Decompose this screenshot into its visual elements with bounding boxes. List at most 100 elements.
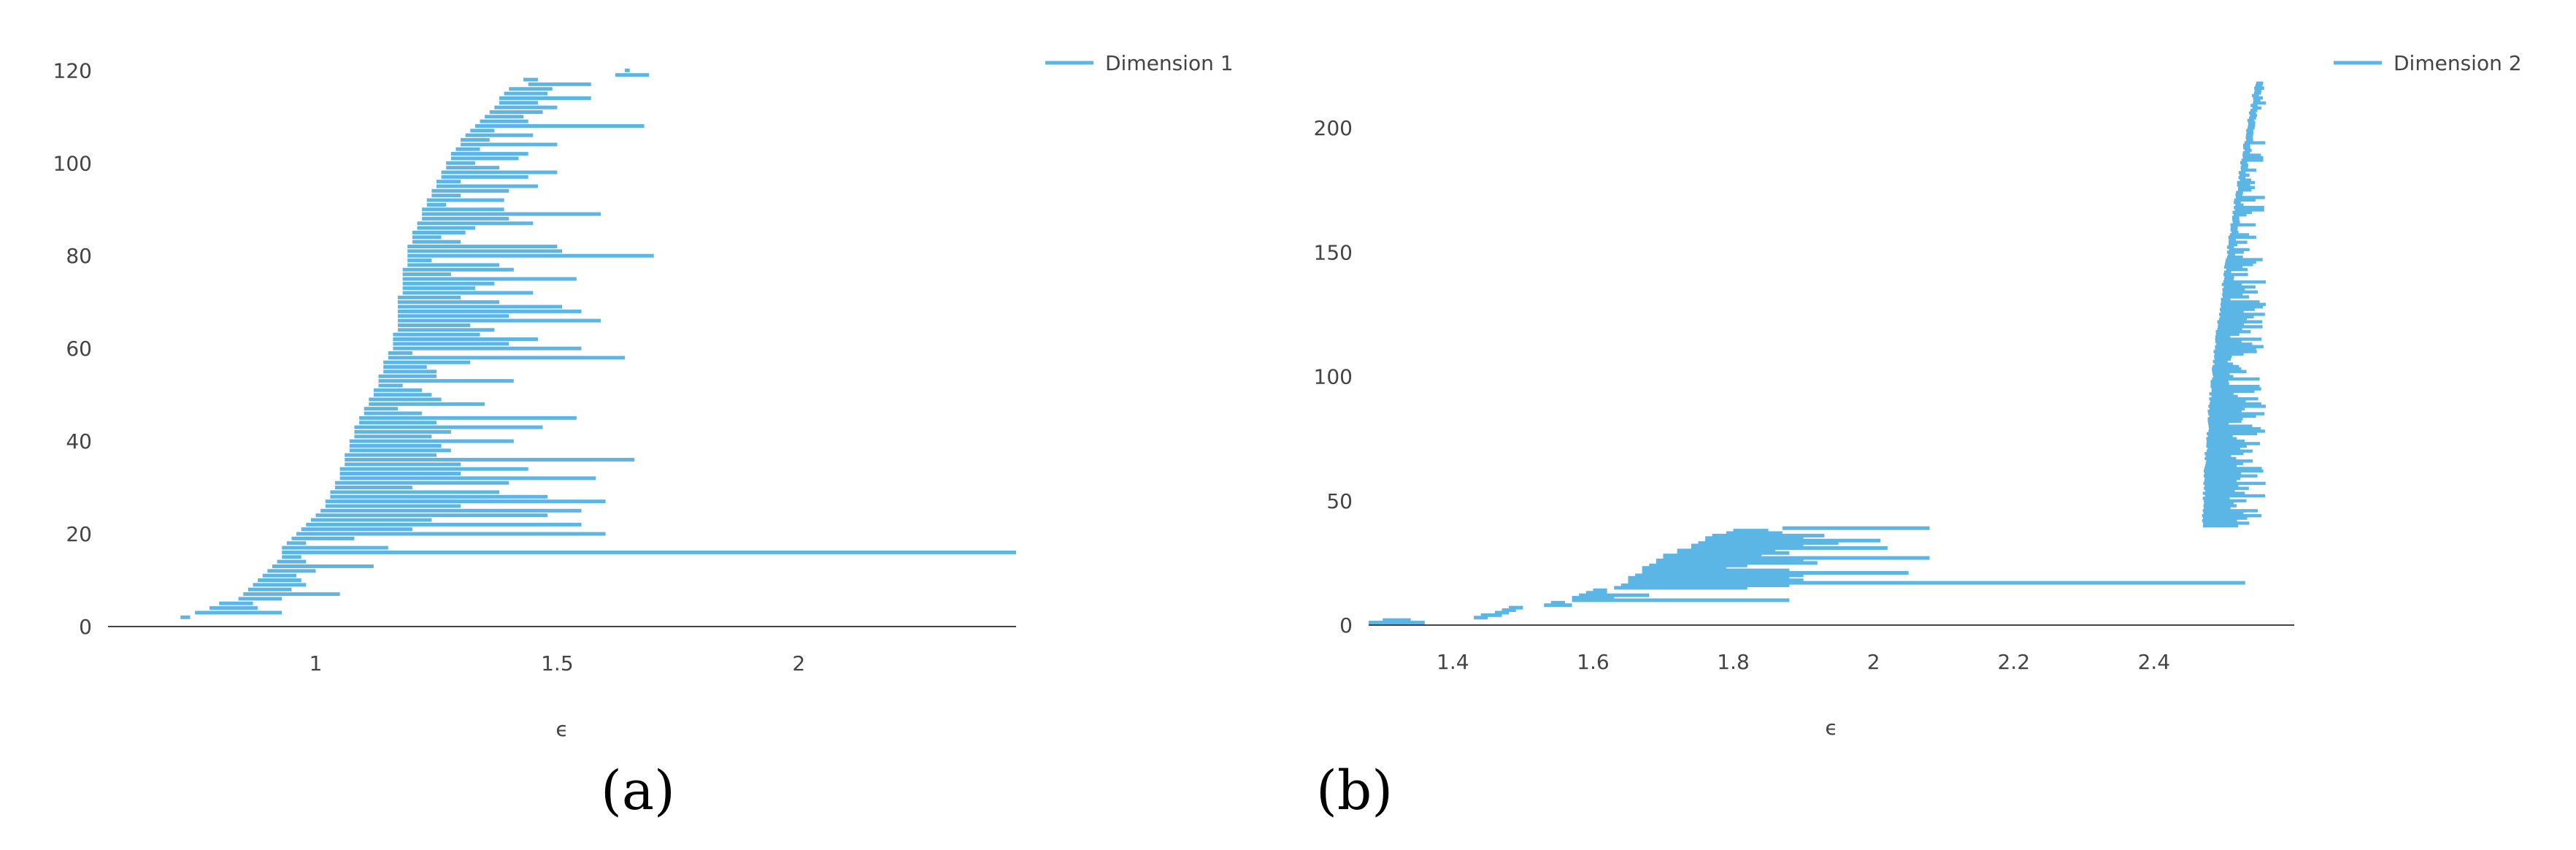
interval-bar [2248, 111, 2256, 115]
interval-bar [2205, 489, 2235, 493]
x-tick-label: 1.4 [1437, 650, 1469, 674]
interval-bar [393, 332, 480, 337]
interval-bar [345, 453, 437, 457]
interval-bar [2247, 118, 2255, 123]
y-tick-label: 100 [1314, 365, 1353, 389]
persistence-chart-dimension-1: 0 20 40 60 80 100 120 1 1.5 2 ϵ Dimension 1 [53, 51, 1234, 741]
interval-bar [2246, 131, 2254, 135]
interval-bar [2246, 129, 2253, 132]
y-tick-label: 40 [66, 429, 92, 453]
interval-bar [2202, 497, 2230, 500]
interval-bar [2254, 86, 2264, 90]
interval-bar [2210, 407, 2245, 411]
interval-bar [426, 198, 504, 202]
interval-bar [2207, 410, 2242, 413]
interval-bar [2212, 372, 2230, 376]
interval-bar [209, 606, 258, 610]
persistence-chart-dimension-2: 0 50 100 150 200 1.4 1.6 1.8 2 2.2 2.4 ϵ Dimension 2 [1314, 51, 2522, 740]
interval-bar [339, 467, 528, 471]
interval-bar [2202, 514, 2262, 518]
y-tick-label: 120 [53, 58, 92, 83]
chart-panel-a: 0 20 40 60 80 100 120 1 1.5 2 ϵ Dimension 1 [53, 51, 1234, 741]
interval-bar [402, 286, 475, 291]
legend: Dimension 1 [1045, 51, 1234, 75]
interval-bar [1509, 605, 1523, 610]
interval-bar [1691, 545, 1888, 550]
interval-bar [2204, 484, 2239, 488]
interval-bar [238, 597, 282, 601]
interval-bar [330, 494, 548, 499]
interval-bar [1642, 568, 1790, 573]
interval-bar [1369, 621, 1425, 625]
interval-bar [450, 156, 519, 161]
interval-bar [407, 263, 499, 267]
interval-bar [485, 115, 524, 119]
interval-bar [436, 180, 461, 184]
interval-bar [2252, 106, 2261, 110]
interval-bar [2234, 208, 2264, 212]
interval-bar [2214, 357, 2231, 361]
interval-bar [2207, 417, 2243, 421]
interval-bar [2213, 350, 2257, 353]
interval-bar [369, 397, 442, 402]
interval-bar [354, 429, 451, 434]
x-tick-label: 2.4 [2138, 650, 2171, 674]
interval-bar [2231, 230, 2239, 234]
interval-bar [1663, 556, 1930, 560]
interval-bar [2205, 454, 2231, 458]
interval-bar [1782, 526, 1930, 530]
interval-bar [2238, 171, 2246, 175]
interval-bar [615, 73, 650, 77]
interval-bar [393, 346, 582, 351]
x-axis-title: ϵ [555, 717, 568, 741]
interval-bar [625, 68, 630, 72]
interval-bar [2238, 185, 2256, 190]
interval-bar [2202, 509, 2258, 513]
interval-bar [2204, 472, 2242, 475]
interval-bar [2203, 511, 2244, 515]
interval-bar [2239, 178, 2251, 182]
interval-bar [1649, 563, 1748, 567]
interval-bar [2254, 91, 2261, 95]
interval-bar [393, 337, 538, 341]
interval-bar [1585, 591, 1607, 595]
interval-bar [383, 365, 427, 370]
interval-bar [402, 267, 514, 272]
interval-bar [2206, 459, 2253, 463]
interval-bar [2252, 93, 2259, 98]
interval-bar [2230, 228, 2238, 231]
interval-bar [2221, 297, 2231, 302]
interval-bar [441, 175, 528, 179]
interval-bar [2206, 437, 2237, 440]
interval-bar [1705, 538, 1881, 543]
interval-bar [1642, 566, 1726, 570]
interval-bar [2204, 456, 2237, 461]
interval-bar [2214, 352, 2244, 356]
interval-bar [393, 342, 510, 346]
interval-bar [349, 439, 514, 443]
interval-bar [2207, 439, 2245, 443]
legend-label: Dimension 2 [2394, 51, 2522, 75]
interval-bar [2206, 442, 2261, 445]
interval-bar [2217, 327, 2242, 332]
interval-bar [1628, 578, 1804, 583]
interval-bar [2204, 467, 2262, 470]
interval-bar [2255, 84, 2263, 88]
interval-bar [378, 383, 403, 388]
interval-bar [474, 124, 645, 129]
interval-bar [2203, 521, 2250, 525]
interval-bar [2215, 332, 2239, 336]
interval-bar [2248, 123, 2256, 127]
interval-bar [412, 240, 461, 244]
interval-bar [2221, 305, 2264, 309]
interval-bar [2203, 474, 2258, 478]
interval-bar [2240, 166, 2248, 169]
interval-bar [364, 411, 423, 416]
interval-bar [2204, 451, 2244, 456]
interval-bar [330, 490, 499, 494]
interval-bar [480, 119, 528, 123]
interval-bar [2248, 126, 2255, 130]
x-tick-label: 1.8 [1717, 650, 1750, 674]
interval-bar [2244, 148, 2252, 152]
interval-bar [2206, 444, 2247, 448]
